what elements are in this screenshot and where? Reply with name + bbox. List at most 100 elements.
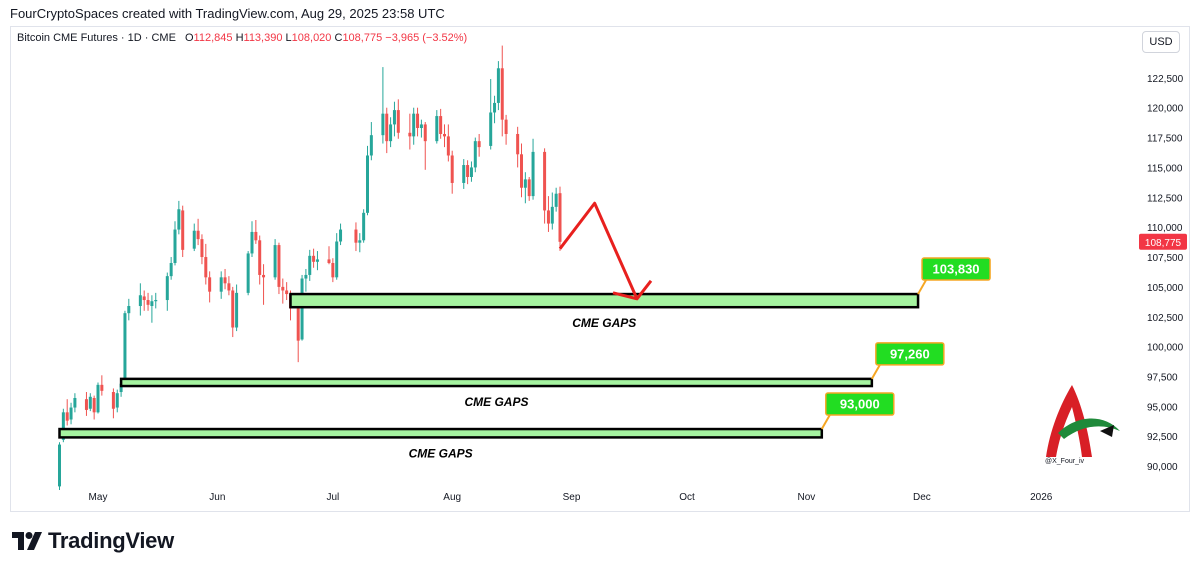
candle-body [61, 412, 65, 440]
candle [277, 242, 281, 295]
candle [250, 221, 254, 258]
candle-body [504, 119, 508, 134]
y-tick-label: 120,000 [1147, 104, 1184, 115]
candle [219, 271, 223, 299]
candle-body [231, 290, 235, 328]
candle-body [473, 141, 477, 168]
candle [296, 303, 300, 363]
candle [523, 172, 527, 204]
y-tick-label: 92,500 [1147, 432, 1178, 443]
candle [165, 272, 169, 311]
candle-body [339, 229, 343, 242]
candle-body [358, 240, 362, 243]
tradingview-logo[interactable]: TradingView [12, 528, 174, 554]
open-label: O [184, 32, 194, 44]
candle-body [200, 239, 204, 258]
candle [504, 114, 508, 145]
candle-body [546, 210, 550, 224]
candle [246, 251, 250, 296]
x-tick-label: May [89, 492, 108, 503]
candle [412, 107, 416, 145]
candle [181, 205, 185, 258]
candle-body [208, 277, 212, 292]
candle-body [500, 68, 504, 120]
watermark-logo-a [1046, 385, 1092, 457]
candle [92, 395, 96, 420]
candle-body [69, 407, 73, 420]
candle [500, 45, 504, 137]
candle [123, 310, 127, 384]
candle [435, 110, 439, 144]
candle [177, 200, 181, 235]
candle-body [250, 231, 254, 254]
candle-body [246, 253, 250, 293]
candle-body [173, 229, 177, 263]
candle-body [366, 155, 369, 213]
cme-gap-label: CME GAPS [464, 395, 528, 409]
candle-body [123, 313, 127, 383]
candle [546, 196, 550, 232]
y-tick-label: 107,500 [1147, 253, 1184, 264]
candle [258, 235, 262, 285]
gap-badge-connector [870, 364, 881, 380]
candle-body [285, 290, 289, 295]
candle [396, 99, 400, 139]
watermark-handle: @X_Four_iv [1045, 458, 1085, 465]
candle [84, 392, 88, 416]
candle [462, 159, 466, 189]
candle [142, 290, 146, 311]
candle-body [65, 412, 69, 421]
candle-body [100, 384, 104, 391]
candle [111, 388, 115, 419]
candle [354, 222, 358, 252]
candle [262, 264, 266, 305]
candle [550, 192, 554, 230]
low-label: L [285, 32, 292, 44]
candle [192, 223, 196, 252]
candle-body [462, 165, 466, 183]
candle-body [315, 259, 319, 262]
candle-body [408, 132, 412, 137]
candle-body [496, 68, 500, 103]
candle-body [119, 383, 123, 393]
candle [554, 187, 558, 212]
open-value: 112,845 [193, 32, 233, 44]
candle-body [381, 113, 385, 136]
y-tick-label: 97,500 [1147, 372, 1178, 383]
gap-badge-connector [917, 279, 927, 295]
candle [366, 145, 369, 216]
candle [308, 249, 312, 281]
candle-body [423, 124, 427, 142]
candle [208, 271, 212, 303]
change-value: −3,965 (−3.52%) [385, 32, 468, 44]
candle-body [520, 154, 523, 188]
candle-body [258, 240, 262, 275]
candle-body [523, 179, 527, 188]
x-tick-label: Nov [798, 492, 816, 503]
candle-body [88, 396, 92, 409]
x-tick-label: Sep [563, 492, 581, 503]
high-label: H [235, 32, 244, 44]
candle [335, 233, 339, 280]
candle-body [419, 124, 423, 129]
candle [385, 107, 389, 154]
candle [58, 442, 61, 490]
candle [304, 268, 308, 292]
candle-body [204, 257, 208, 278]
symbol-label[interactable]: Bitcoin CME Futures · 1D · CME [17, 32, 176, 44]
candle-body [300, 278, 304, 340]
currency-button[interactable]: USD [1142, 31, 1180, 53]
candle [169, 257, 173, 280]
candle [439, 108, 443, 139]
candle [369, 122, 373, 161]
candle [235, 284, 239, 332]
candle-body [443, 133, 446, 137]
y-tick-label: 105,000 [1147, 283, 1184, 294]
gap-price-badge [875, 342, 945, 366]
candle-body [273, 245, 277, 278]
candle [281, 278, 285, 304]
x-tick-label: Dec [913, 492, 931, 503]
candle-body [439, 116, 443, 134]
candle-body [327, 259, 331, 263]
